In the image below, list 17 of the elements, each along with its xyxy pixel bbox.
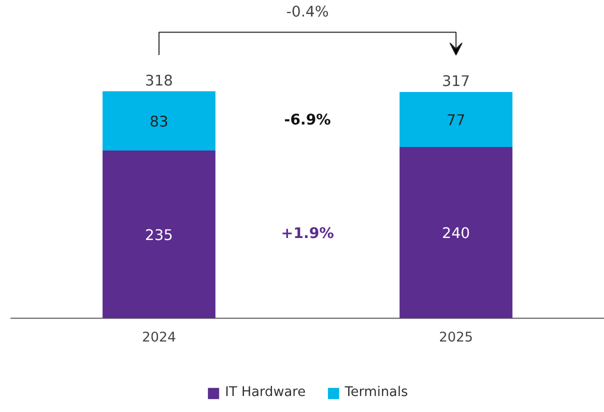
data-label: 83: [150, 113, 168, 130]
x-tick-label: 2025: [439, 330, 473, 346]
bar: [102, 150, 216, 318]
data-label: 240: [442, 225, 470, 242]
x-tick-label: 2024: [142, 330, 176, 346]
legend-label: Terminals: [344, 385, 408, 400]
data-label: 235: [145, 226, 173, 244]
legend-label: IT Hardware: [225, 385, 306, 400]
data-label: 77: [446, 112, 466, 129]
total-label: 318: [145, 72, 173, 90]
bar: [400, 92, 512, 147]
bar: [102, 91, 216, 151]
annotation: +1.9%: [281, 224, 334, 242]
bar: [400, 146, 512, 318]
text: -0.4%: [286, 3, 329, 20]
total-label: 317: [442, 73, 470, 90]
annotation: -6.9%: [284, 112, 332, 129]
